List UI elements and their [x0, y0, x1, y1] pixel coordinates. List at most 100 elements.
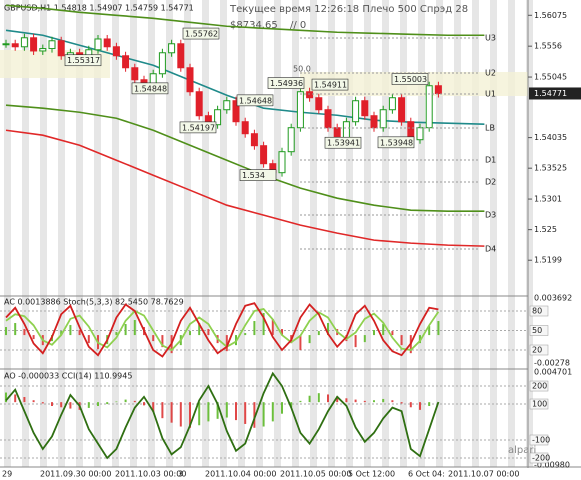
level-label: U3	[485, 34, 496, 43]
histogram-bar	[262, 402, 265, 427]
candle	[370, 115, 378, 129]
histogram-bar	[23, 397, 26, 403]
histogram-bar	[391, 331, 394, 336]
y-tick-label: 1.54035	[534, 133, 567, 142]
candle	[94, 38, 102, 51]
histogram-bar	[409, 402, 412, 408]
histogram-bar	[32, 335, 35, 340]
y-tick-label: -100	[532, 435, 550, 444]
candle	[379, 109, 387, 129]
price-box	[236, 94, 274, 107]
x-tick-label: 2011.10.07 00:00	[448, 470, 519, 479]
price-box	[64, 54, 102, 67]
stripe	[220, 0, 227, 467]
candle	[223, 100, 231, 111]
histogram-bar	[308, 335, 311, 344]
histogram-bar	[78, 330, 81, 336]
last-price-box	[529, 87, 581, 100]
histogram-bar	[391, 400, 394, 403]
x-tick-label: 6 Oct 04:	[408, 470, 445, 479]
y-tick-label: 50	[532, 326, 542, 335]
price-label: 1.54648	[239, 96, 272, 105]
stripe	[202, 0, 209, 467]
histogram-bar	[262, 312, 265, 336]
candle	[352, 100, 360, 123]
panel-title: AO -0.000033 CCI(14) 110.9945	[4, 372, 132, 381]
y-tick-label: 1.5301	[534, 195, 562, 204]
stripe	[400, 0, 407, 467]
candle	[168, 43, 176, 54]
histogram-bar	[363, 400, 366, 403]
y-tick-label: 1.5199	[534, 256, 562, 265]
candle	[57, 40, 65, 57]
histogram-bar	[189, 331, 191, 336]
stripe	[94, 0, 101, 467]
histogram-bar	[216, 402, 219, 419]
level-label: U1	[485, 90, 496, 99]
tick-box	[529, 434, 549, 446]
candle	[260, 145, 268, 165]
candle	[20, 37, 28, 48]
candle	[177, 43, 185, 69]
price-label: 1.54197	[182, 123, 215, 132]
x-tick-label: 29	[2, 470, 12, 479]
y-tick-label: 200	[532, 382, 547, 391]
price-box	[182, 27, 220, 40]
stripe	[58, 0, 65, 467]
y-tick-label: 80	[532, 307, 542, 316]
stripe	[472, 0, 479, 467]
histogram-bar	[317, 331, 320, 336]
stripe	[490, 0, 497, 467]
stripe	[238, 0, 245, 467]
x-tick-label: 5 Oct 12:00	[348, 470, 395, 479]
histogram-bar	[400, 402, 403, 404]
histogram-bar	[133, 320, 136, 336]
candle	[306, 91, 314, 99]
candle	[2, 43, 10, 46]
balance: $8734.65	[230, 20, 278, 31]
candle	[122, 55, 130, 69]
level-label: D3	[485, 211, 496, 220]
histogram-bar	[382, 398, 385, 403]
candle	[388, 97, 396, 111]
histogram-bar	[60, 402, 63, 408]
x-tick-label: 2011.10.03 00:00	[115, 470, 186, 479]
symbol-line: GBPUSD,H1 1.54818 1.54907 1.54759 1.5477…	[4, 4, 194, 13]
histogram-bar	[161, 335, 164, 348]
x-tick-label: 3	[178, 470, 183, 479]
price-box	[391, 73, 429, 85]
histogram-bar	[14, 394, 17, 403]
candle	[434, 85, 442, 95]
tick-box	[529, 398, 549, 410]
histogram-bar	[336, 396, 339, 403]
histogram-bar	[235, 402, 237, 421]
histogram-bar	[290, 402, 293, 408]
price-box	[131, 82, 169, 95]
y-tick-label: 1.525	[534, 225, 557, 234]
y-tick-label: 1.55045	[534, 73, 567, 82]
session-stripes	[4, 0, 533, 467]
histogram-bar	[419, 335, 421, 344]
level-label: LB	[485, 124, 495, 133]
histogram-bar	[198, 402, 201, 426]
histogram-bar	[41, 402, 44, 404]
y-tick-label: 1.53525	[534, 164, 567, 173]
price-box	[179, 121, 217, 134]
indicator-line	[5, 302, 439, 358]
y-tick-label: 0.004701	[534, 368, 572, 377]
price-label: 1.53948	[380, 138, 413, 147]
candle	[241, 121, 249, 135]
stripe	[148, 0, 155, 467]
candle	[131, 67, 139, 81]
histogram-bar	[271, 402, 274, 422]
candle	[30, 37, 38, 52]
price-box	[311, 78, 349, 91]
stripe	[526, 0, 533, 467]
histogram-bar	[51, 402, 53, 406]
histogram-bar	[428, 402, 431, 406]
candle	[250, 133, 258, 147]
histogram-bar	[143, 402, 145, 406]
histogram-bar	[437, 321, 440, 336]
histogram-bar	[253, 321, 256, 336]
candle	[324, 109, 332, 129]
